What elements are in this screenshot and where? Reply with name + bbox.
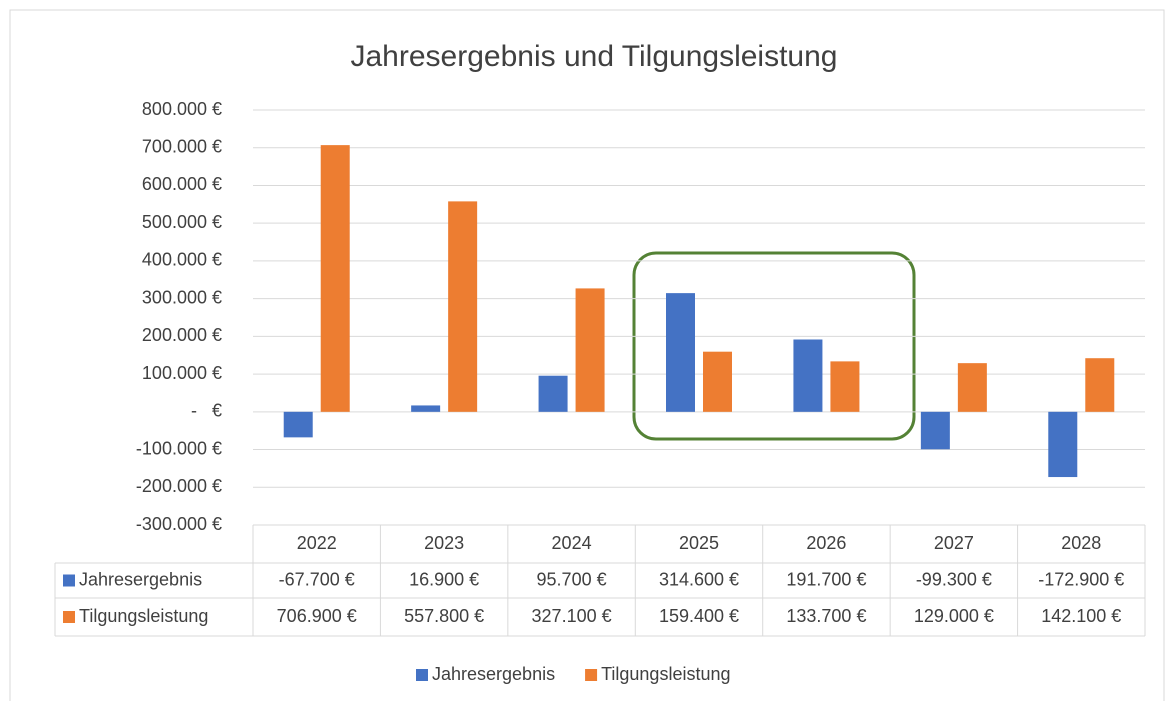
y-tick-label: 300.000 € <box>142 287 222 307</box>
bar <box>830 361 860 412</box>
table-value: 557.800 € <box>404 606 484 626</box>
x-tick-label: 2023 <box>424 533 464 553</box>
y-tick-label: 700.000 € <box>142 136 222 156</box>
table-row-label: Tilgungsleistung <box>79 606 208 626</box>
x-tick-label: 2022 <box>297 533 337 553</box>
table-value: 327.100 € <box>532 606 612 626</box>
y-tick-label: 500.000 € <box>142 212 222 232</box>
bar <box>538 375 568 412</box>
y-tick-label: 800.000 € <box>142 99 222 119</box>
legend-label: Tilgungsleistung <box>601 664 730 684</box>
table-value: 16.900 € <box>409 569 479 589</box>
bar <box>793 339 823 412</box>
bar <box>666 293 695 412</box>
table-legend-key <box>63 574 75 587</box>
y-tick-label: 400.000 € <box>142 250 222 270</box>
legend-key <box>585 669 598 681</box>
bar <box>703 351 732 412</box>
table-value: 191.700 € <box>786 569 866 589</box>
table-value: -99.300 € <box>916 569 992 589</box>
table-value: -172.900 € <box>1038 569 1124 589</box>
x-tick-label: 2025 <box>679 533 719 553</box>
bar <box>411 405 441 412</box>
table-value: 133.700 € <box>786 606 866 626</box>
x-tick-label: 2024 <box>552 533 592 553</box>
table-row-label: Jahresergebnis <box>79 569 202 589</box>
table-value: -67.700 € <box>279 569 355 589</box>
table-value: 142.100 € <box>1041 606 1121 626</box>
y-tick-label: -100.000 € <box>136 438 222 458</box>
y-tick-label: -300.000 € <box>136 514 222 534</box>
y-tick-label: -200.000 € <box>136 476 222 496</box>
bar <box>283 411 313 438</box>
chart-title: Jahresergebnis und Tilgungsleistung <box>351 40 838 73</box>
bar <box>448 201 478 412</box>
y-tick-label: - € <box>191 401 222 421</box>
bar <box>957 363 987 412</box>
y-tick-label: 100.000 € <box>142 363 222 383</box>
highlight-box <box>632 251 916 441</box>
bar <box>920 411 950 450</box>
chart-border <box>9 9 1165 701</box>
legend-key <box>416 669 428 681</box>
bar <box>575 288 605 412</box>
table-legend-key <box>63 611 75 623</box>
y-tick-label: 600.000 € <box>142 174 222 194</box>
table-value: 129.000 € <box>914 606 994 626</box>
x-tick-label: 2028 <box>1061 533 1101 553</box>
table-value: 314.600 € <box>659 569 739 589</box>
bar <box>1085 358 1115 412</box>
x-tick-label: 2026 <box>806 533 846 553</box>
legend-label: Jahresergebnis <box>432 664 555 684</box>
x-tick-label: 2027 <box>934 533 974 553</box>
bar <box>320 145 350 412</box>
bar <box>1048 411 1078 478</box>
table-value: 95.700 € <box>537 569 607 589</box>
table-value: 706.900 € <box>277 606 357 626</box>
y-tick-label: 200.000 € <box>142 325 222 345</box>
table-value: 159.400 € <box>659 606 739 626</box>
